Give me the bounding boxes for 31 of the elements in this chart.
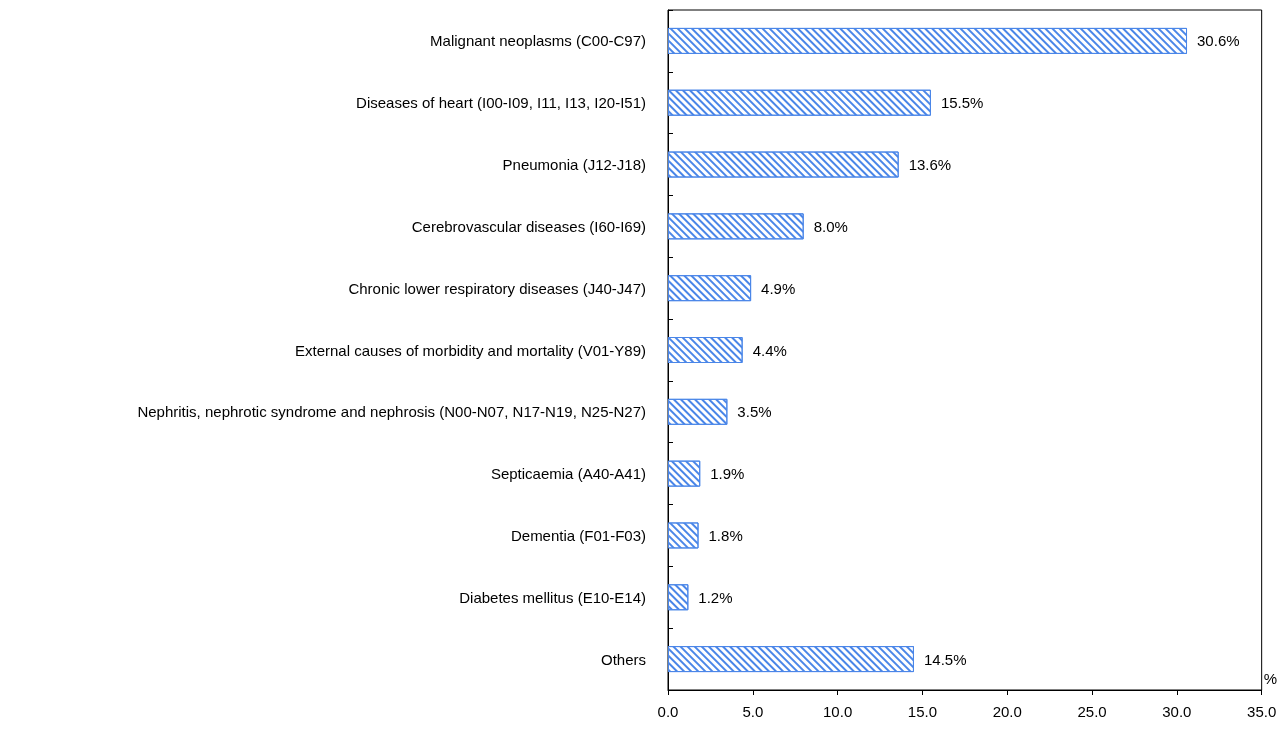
- data-label: 30.6%: [1197, 32, 1240, 50]
- x-tick-label: 20.0: [992, 703, 1022, 720]
- x-tick-label: 0.0: [657, 703, 679, 720]
- y-tick-label: Diabetes mellitus (E10-E14): [459, 588, 646, 606]
- data-label: 1.9%: [710, 465, 745, 483]
- data-label: 4.9%: [761, 279, 796, 297]
- data-label: 8.0%: [813, 217, 848, 235]
- data-label: 15.5%: [940, 94, 984, 112]
- y-tick-label: Cerebrovascular diseases (I60-I69): [411, 217, 646, 235]
- y-tick-label: External causes of morbidity and mortality (V01-Y89): [295, 341, 646, 359]
- data-label: 4.4%: [752, 341, 787, 359]
- y-tick-label: Others: [600, 650, 646, 668]
- y-tick-label: Pneumonia (J12-J18): [502, 156, 646, 174]
- x-tick-label: 10.0: [823, 703, 853, 720]
- x-tick-label: 25.0: [1077, 703, 1107, 720]
- y-tick-label: Malignant neoplasms (C00-C97): [430, 32, 646, 50]
- x-tick-label: 15.0: [907, 703, 938, 720]
- x-axis-title: %: [1263, 670, 1278, 687]
- data-label: 1.2%: [698, 588, 733, 606]
- data-label: 13.6%: [908, 156, 952, 174]
- data-label: 3.5%: [737, 403, 772, 421]
- y-tick-label: Septicaemia (A40-A41): [490, 465, 646, 483]
- x-tick-label: 35.0: [1247, 703, 1277, 720]
- data-label: 14.5%: [923, 650, 967, 668]
- y-tick-label: Nephritis, nephrotic syndrome and nephrosis (N00-N07, N17-N19, N25-N27): [137, 403, 646, 421]
- y-tick-label: Chronic lower respiratory diseases (J40-J47): [348, 279, 646, 297]
- x-tick-label: 5.0: [742, 703, 764, 720]
- x-tick-label: 30.0: [1162, 703, 1192, 720]
- y-tick-label: Dementia (F01-F03): [510, 526, 646, 544]
- data-label: 1.8%: [708, 526, 743, 544]
- y-tick-label: Diseases of heart (I00-I09, I11, I13, I20-I51): [356, 94, 646, 112]
